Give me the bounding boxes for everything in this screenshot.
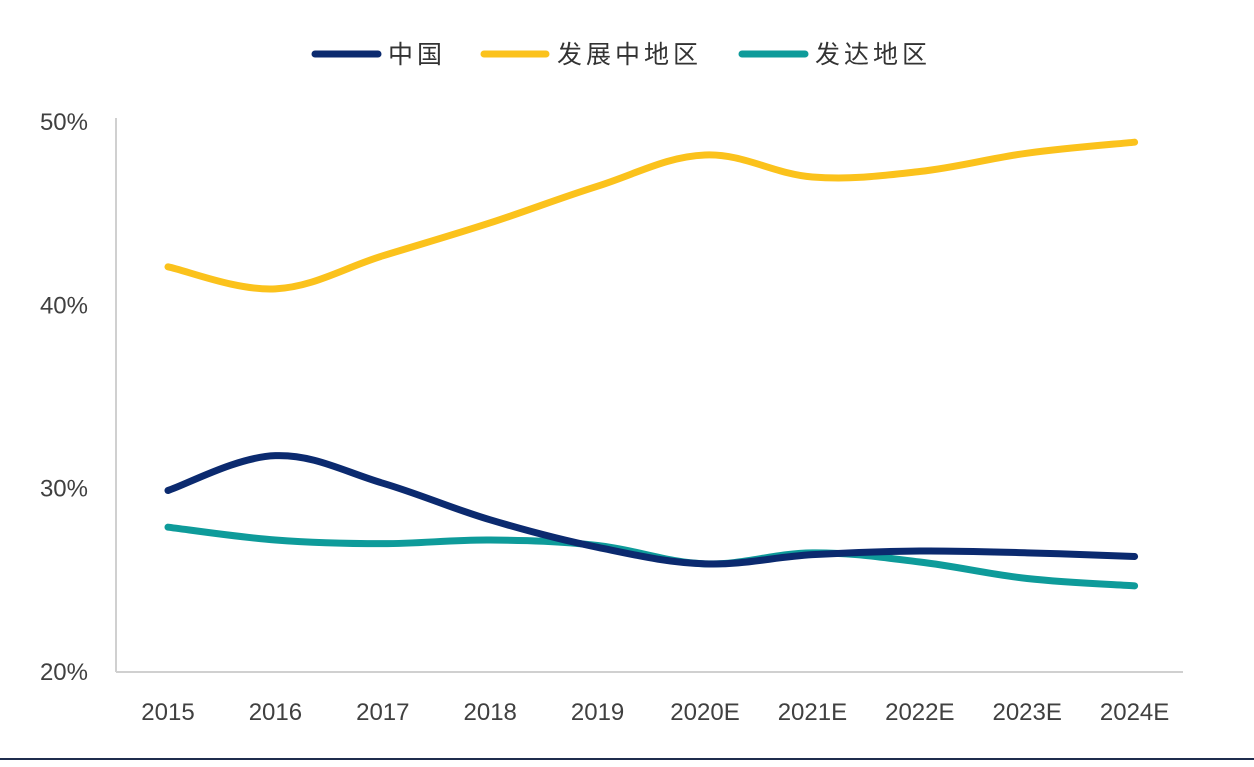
- axes: [115, 118, 1183, 673]
- series-line-china: [164, 452, 1139, 568]
- legend: 中国 发展中地区 发达地区: [311, 40, 931, 69]
- x-tick-label: 2018: [464, 699, 517, 726]
- y-tick-label: 50%: [40, 109, 88, 136]
- legend-item-developing: 发展中地区: [480, 40, 702, 69]
- legend-item-developed: 发达地区: [738, 40, 931, 69]
- legend-item-china: 中国: [311, 40, 446, 69]
- x-tick-label: 2021E: [778, 699, 847, 726]
- legend-label: 发达地区: [815, 40, 931, 69]
- y-tick-label: 20%: [40, 659, 88, 686]
- x-tick-label: 2022E: [885, 699, 954, 726]
- x-tick-label: 2017: [356, 699, 409, 726]
- x-tick-label: 2016: [249, 699, 302, 726]
- y-tick-label: 40%: [40, 292, 88, 319]
- series-lines: [164, 138, 1139, 590]
- x-axis-ticks: 2015 2016 2017 2018 2019 2020E 2021E 2022E 2023E…: [141, 699, 1169, 726]
- x-tick-label: 2019: [571, 699, 624, 726]
- legend-label: 发展中地区: [557, 40, 702, 69]
- legend-label: 中国: [388, 40, 446, 69]
- y-tick-label: 30%: [40, 476, 88, 503]
- series-line-developing: [164, 138, 1139, 293]
- y-axis-ticks: 20% 30% 40% 50%: [40, 109, 88, 686]
- x-tick-label: 2020E: [670, 699, 739, 726]
- x-tick-label: 2024E: [1100, 699, 1169, 726]
- x-tick-label: 2015: [141, 699, 194, 726]
- x-tick-label: 2023E: [992, 699, 1061, 726]
